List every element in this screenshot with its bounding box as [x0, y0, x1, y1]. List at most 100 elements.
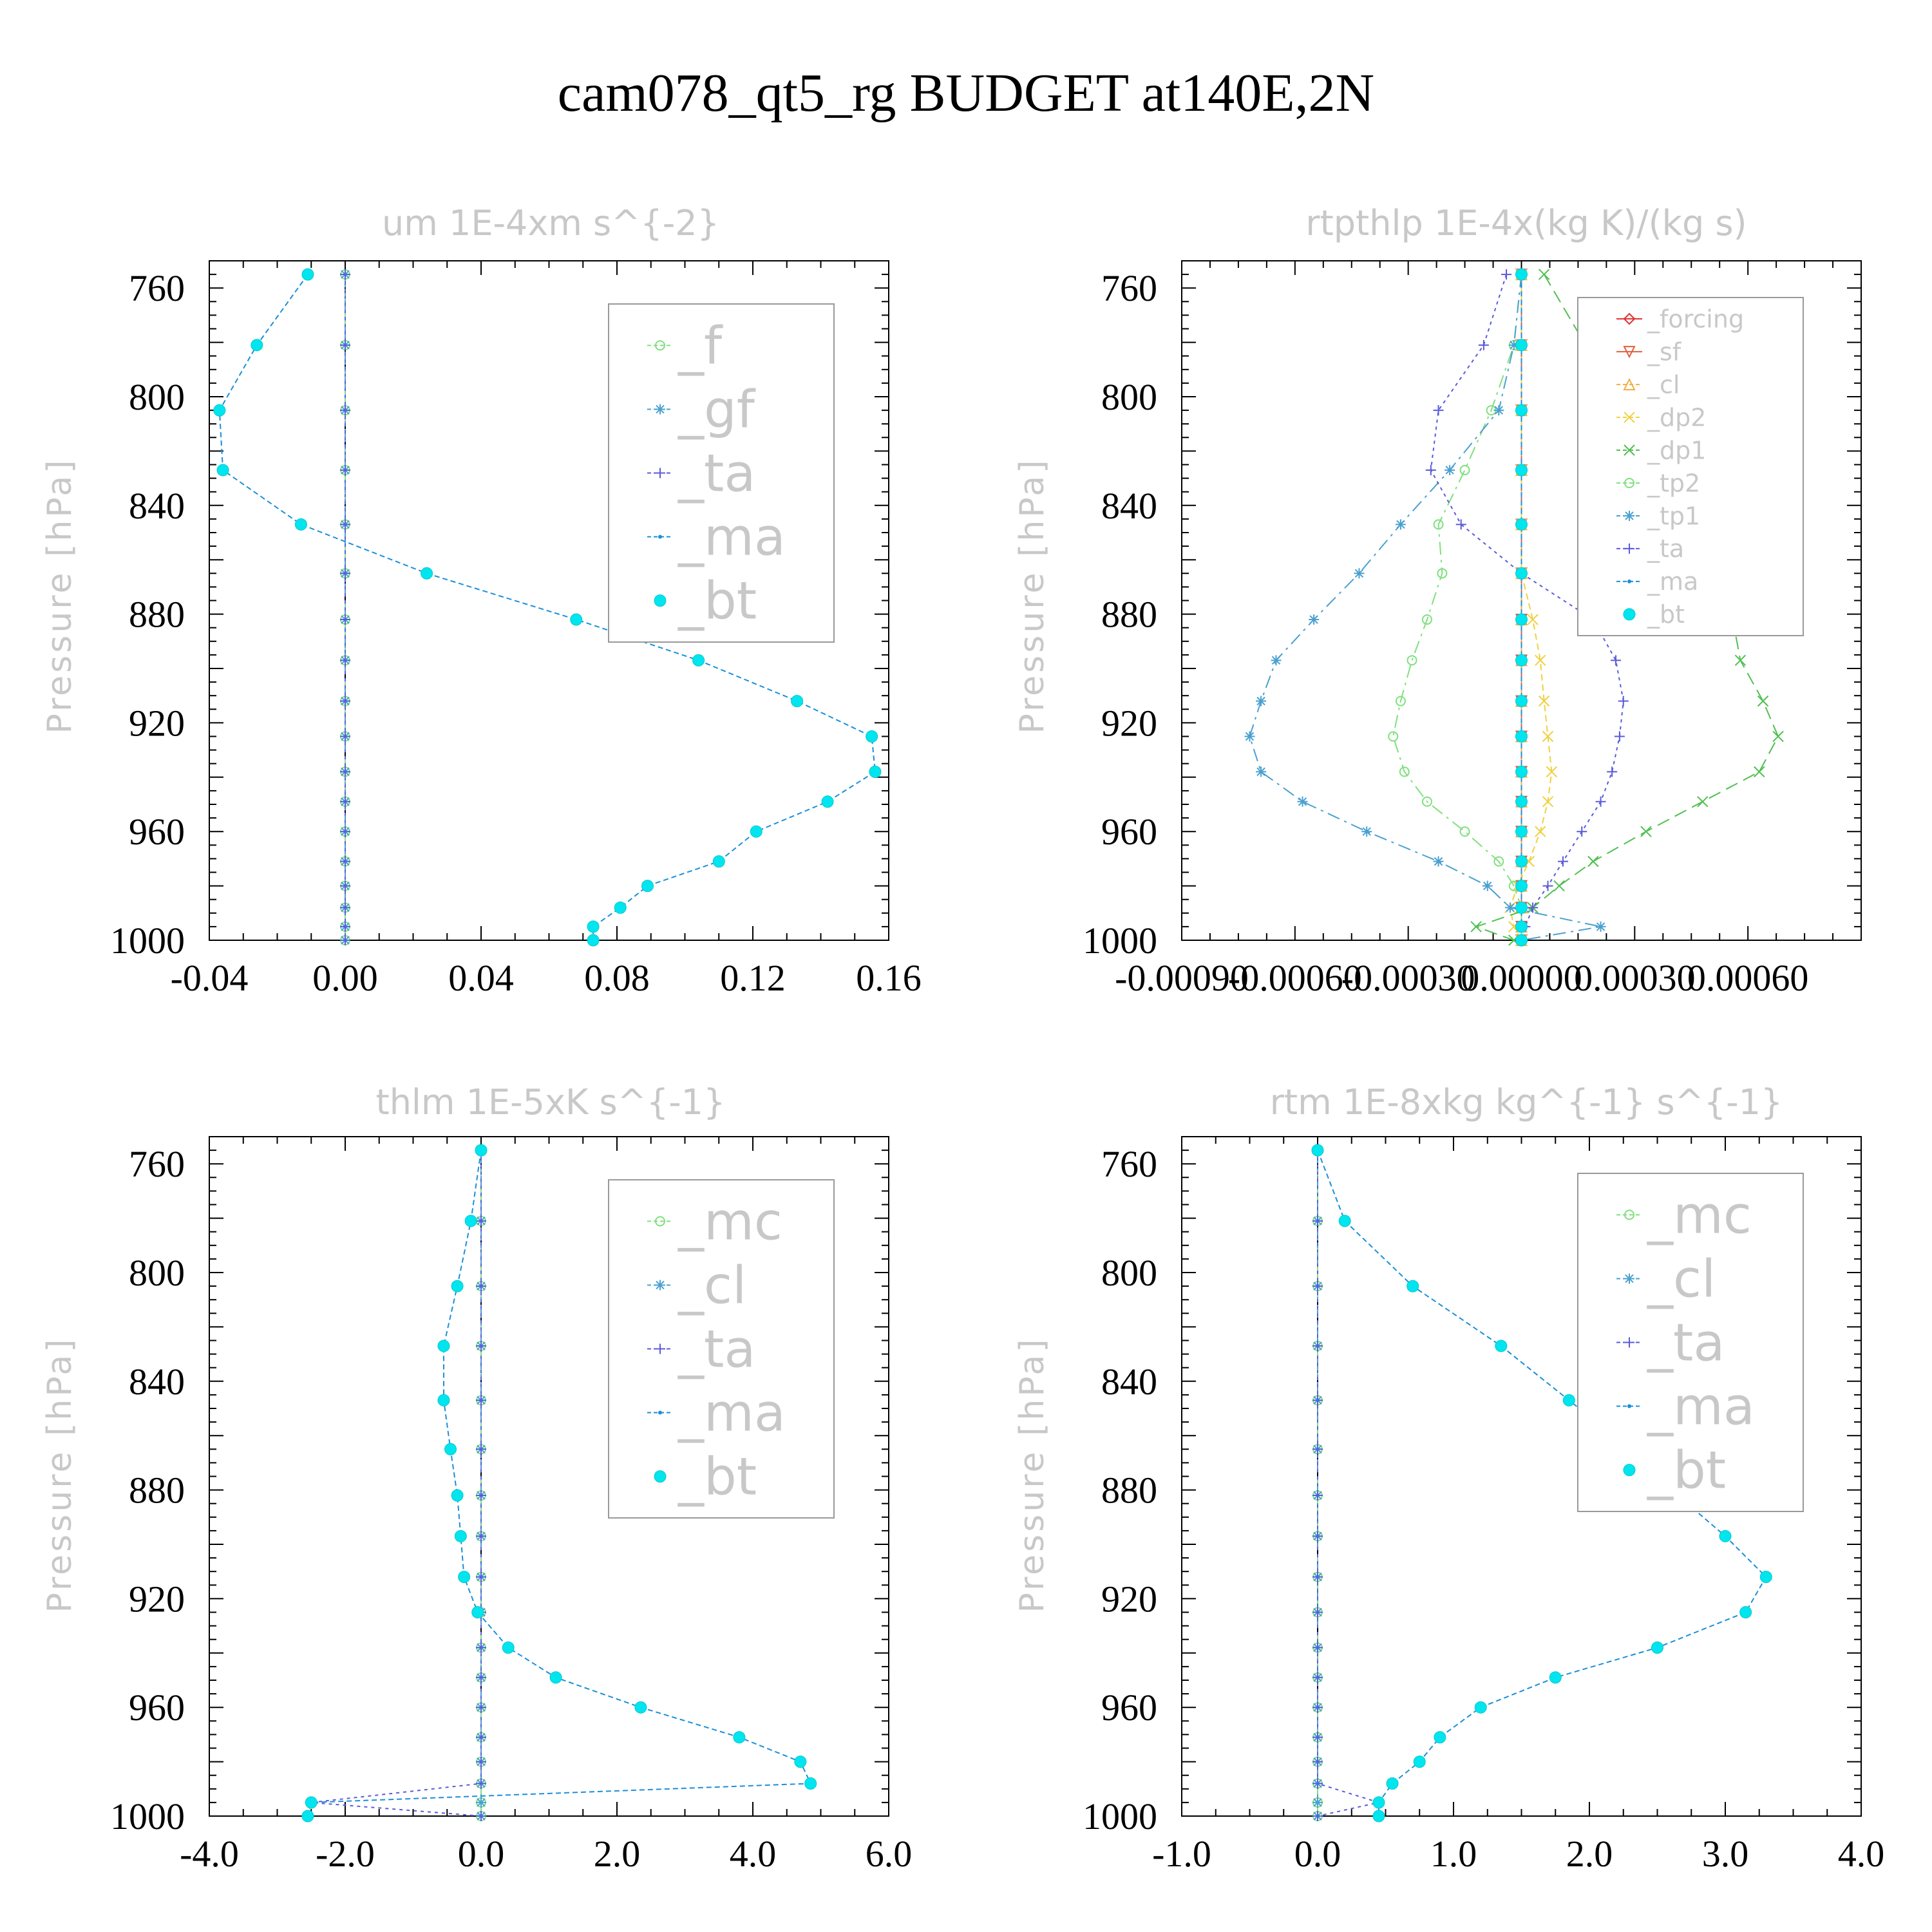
panel-um: um 1E-4xm s^{-2} Pressure [hPa] 760 800 84…: [41, 203, 922, 999]
y-tick-label: 840: [129, 485, 185, 527]
x-tick-label: 1.0: [1430, 1833, 1477, 1875]
data-point: [1618, 696, 1629, 706]
legend-marker: [654, 1470, 667, 1483]
series-line: [1317, 1150, 1381, 1817]
legend-label: _f: [677, 316, 723, 375]
legend-marker: [1623, 377, 1636, 391]
data-point: [1553, 880, 1565, 892]
data-point: [1312, 1702, 1323, 1713]
data-point: [476, 1642, 486, 1653]
x-tick-label: 3.0: [1702, 1833, 1749, 1875]
y-tick-label: 960: [1101, 811, 1157, 853]
data-point: [866, 730, 878, 743]
data-point: [476, 1215, 486, 1226]
legend-marker: [1623, 346, 1636, 359]
data-point: [1312, 1281, 1323, 1292]
data-point: [1413, 1756, 1426, 1768]
data-point: [340, 696, 350, 706]
data-point: [340, 339, 350, 350]
x-tick-label: 4.0: [730, 1833, 777, 1875]
series-ta: [306, 1145, 486, 1821]
y-tick-label: 1000: [1083, 1795, 1157, 1837]
data-point: [1482, 880, 1493, 891]
data-point: [340, 614, 350, 625]
data-point: [733, 1731, 746, 1744]
y-tick-label: 760: [1101, 267, 1157, 309]
data-point: [1719, 1530, 1732, 1542]
data-point: [1395, 696, 1406, 706]
legend-label: _ma: [1647, 567, 1698, 596]
data-point: [1538, 269, 1550, 280]
data-point: [794, 1756, 807, 1768]
series-line: [1392, 274, 1522, 940]
legend-box: [608, 303, 835, 643]
data-point: [1309, 614, 1320, 625]
y-tick-label: 800: [1101, 376, 1157, 418]
data-point: [1354, 568, 1365, 579]
series-line: [311, 1150, 482, 1817]
data-point: [1444, 464, 1455, 475]
legend-label: _bt: [677, 1447, 757, 1507]
data-point: [1515, 795, 1528, 808]
data-point: [1312, 1756, 1323, 1767]
figure-title: cam078_qt5_rg BUDGET at140E,2N: [558, 63, 1374, 123]
legend-label: _tp2: [1647, 469, 1700, 497]
x-tick-label: 0.12: [720, 957, 786, 999]
data-point: [692, 654, 705, 667]
x-tick-label: 2.0: [594, 1833, 641, 1875]
data-point: [1338, 1215, 1351, 1227]
panel-title: thlm 1E-5xK s^{-1}: [376, 1082, 726, 1122]
data-point: [1437, 568, 1448, 579]
data-point: [1421, 614, 1432, 625]
legend-label: _dp2: [1647, 403, 1706, 431]
y-tick-label: 800: [129, 1252, 185, 1294]
data-point: [1312, 1797, 1323, 1808]
data-point: [804, 1777, 817, 1790]
data-point: [1515, 825, 1528, 838]
legend-label: _mc: [1647, 1185, 1752, 1245]
x-tick-label: 2.0: [1566, 1833, 1613, 1875]
data-point: [451, 1280, 464, 1293]
x-tick-label: 0.16: [856, 957, 922, 999]
data-point: [1595, 921, 1606, 932]
data-point: [216, 464, 229, 477]
x-tick-label: -0.00060: [1228, 957, 1362, 999]
legend-label: _sf: [1647, 337, 1682, 366]
data-point: [1515, 339, 1528, 352]
data-point: [1406, 655, 1417, 666]
x-tick-label: -0.04: [171, 957, 249, 999]
legend-label: _ta: [1647, 1313, 1725, 1373]
y-tick-label: 760: [129, 1143, 185, 1185]
data-point: [1312, 1642, 1323, 1653]
legend: _forcing _sf _cl _dp2 _dp1 _tp2 _tp1 _ta _ma _bt: [1577, 297, 1804, 636]
data-point: [340, 921, 350, 932]
data-point: [1493, 405, 1504, 416]
data-point: [502, 1641, 515, 1654]
data-point: [476, 1811, 486, 1821]
panel-rtpthlp: rtpthlp 1E-4x(kg K)/(kg s) Pressure [hPa…: [1013, 203, 1862, 999]
x-tick-label: 0.0: [1294, 1833, 1341, 1875]
y-tick-label: 920: [129, 702, 185, 744]
data-point: [340, 269, 350, 280]
data-point: [570, 613, 583, 626]
data-point: [1535, 826, 1546, 837]
legend-marker: [1623, 608, 1636, 621]
data-point: [1312, 1395, 1323, 1406]
panel-title: um 1E-4xm s^{-2}: [382, 203, 719, 243]
legend-box: [1577, 297, 1804, 636]
data-point: [454, 1530, 467, 1542]
data-point: [1607, 766, 1618, 777]
y-tick-label: 880: [129, 1470, 185, 1511]
data-point: [476, 1340, 486, 1351]
data-point: [301, 268, 314, 281]
legend-marker: [655, 1216, 665, 1227]
y-tick-label: 880: [1101, 594, 1157, 636]
data-point: [1515, 920, 1528, 933]
data-point: [340, 731, 350, 742]
data-point: [1542, 796, 1554, 808]
data-point: [1312, 1490, 1323, 1501]
panel-rtm: rtm 1E-8xkg kg^{-1} s^{-1} Pressure [hPa…: [1013, 1082, 1884, 1875]
y-tick-label: 960: [1101, 1687, 1157, 1728]
data-point: [1256, 766, 1267, 777]
